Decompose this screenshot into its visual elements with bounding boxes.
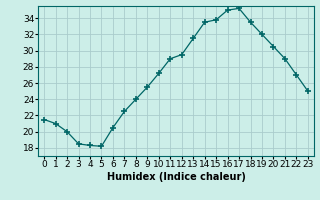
X-axis label: Humidex (Indice chaleur): Humidex (Indice chaleur) [107, 172, 245, 182]
